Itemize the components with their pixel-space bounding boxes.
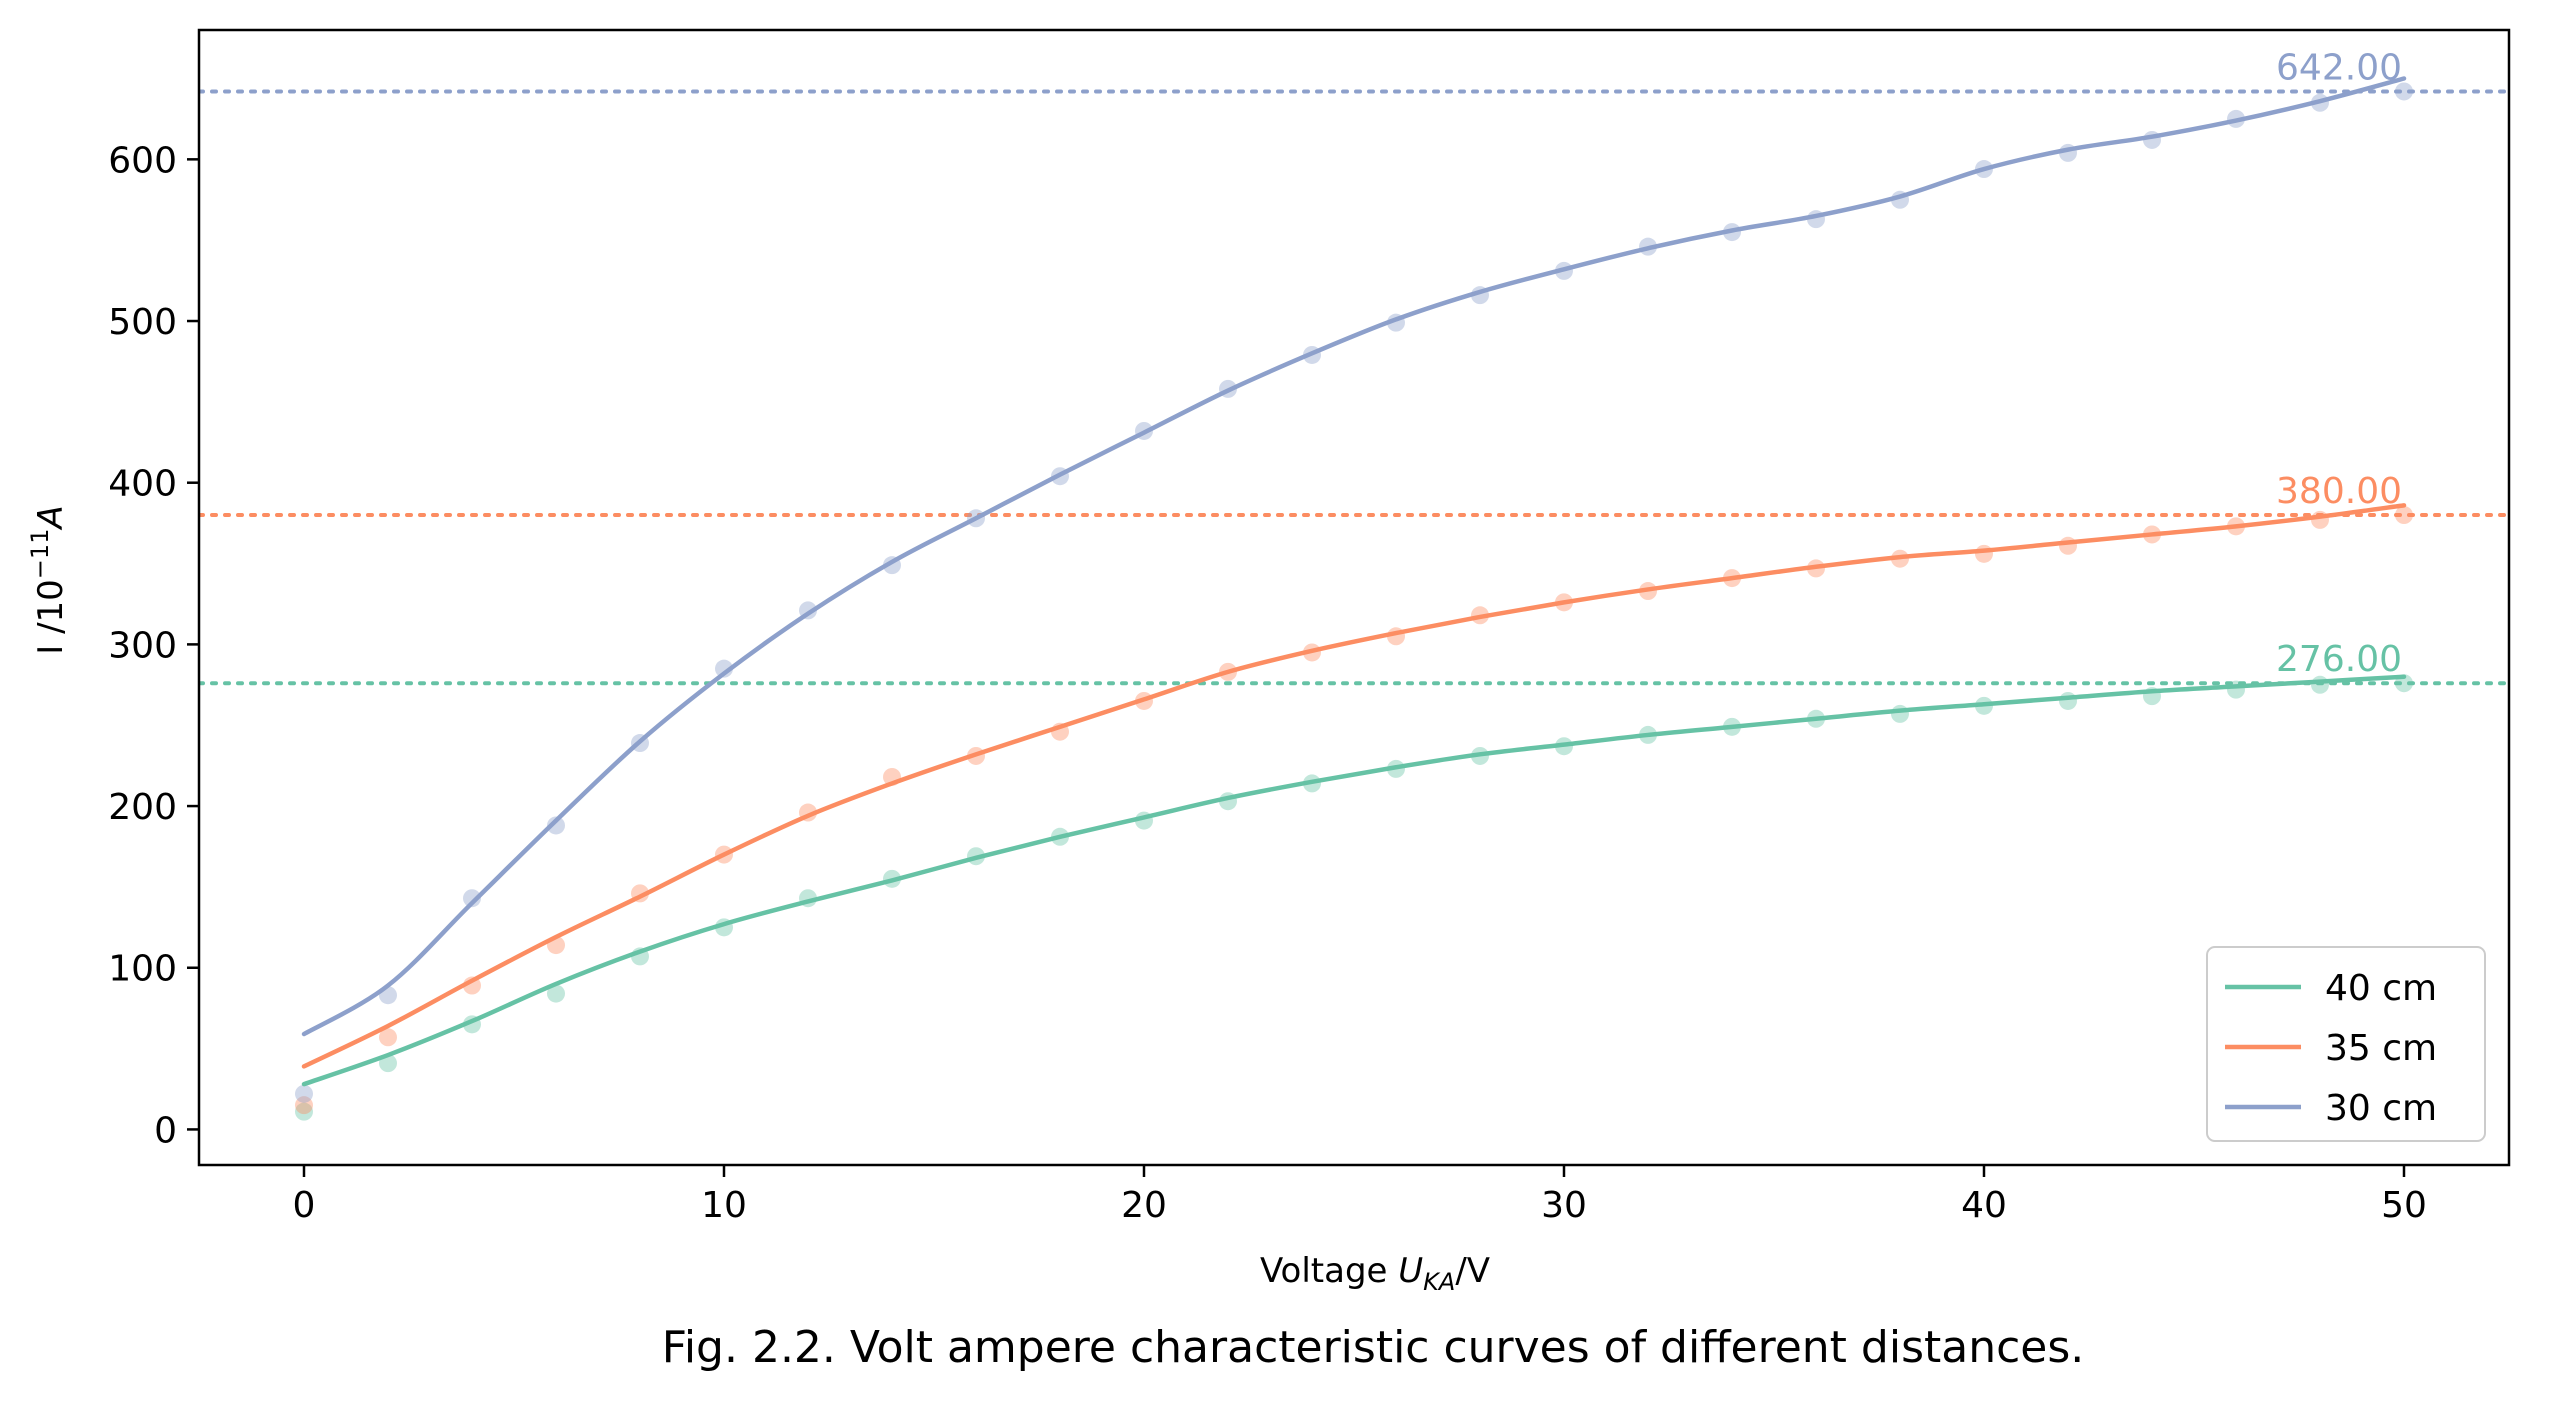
data-point [2227,680,2245,699]
y-tick-label: 600 [108,140,177,181]
y-tick-label: 400 [108,464,177,505]
data-point [547,984,565,1003]
x-tick-label: 50 [2381,1185,2427,1226]
y-tick-label: 100 [108,949,177,990]
data-point [379,1028,397,1047]
data-point [1975,544,1993,563]
data-point [715,659,733,678]
x-tick-label: 40 [1961,1185,2007,1226]
y-axis-title-suffix: A [31,505,71,530]
x-tick-label: 10 [701,1185,747,1226]
legend: 40 cm 35 cm 30 cm [2206,946,2486,1142]
legend-box [2206,946,2486,1142]
series-line [301,674,2407,1087]
plot-area: 276.00 380.00 642.00 [199,47,2509,1121]
data-point [2395,82,2413,101]
legend-label: 40 cm [2325,968,2437,1009]
data-point [463,889,481,908]
y-tick-label: 300 [108,625,177,666]
data-point [295,1096,313,1115]
figure-caption: Fig. 2.2. Volt ampere characteristic cur… [662,1322,2085,1373]
legend-label: 30 cm [2325,1088,2437,1129]
y-axis-title: I /10−11A [26,505,71,654]
x-axis-title-subscript: KA [1423,1268,1455,1296]
x-tick-label: 20 [1121,1185,1167,1226]
y-axis-title-prefix: I /10 [31,579,71,655]
reference-label: 380.00 [2276,471,2402,512]
data-point [547,816,565,835]
y-axis-title-superscript: −11 [26,529,54,580]
reference-label: 642.00 [2276,47,2402,88]
x-tick-label: 0 [293,1185,316,1226]
data-point [295,1102,313,1121]
x-tick-label: 30 [1541,1185,1587,1226]
series-line [301,503,2407,1069]
reference-label: 276.00 [2276,639,2402,680]
x-axis-title-prefix: Voltage [1260,1251,1398,1291]
y-tick-label: 0 [154,1110,177,1151]
data-point [1891,704,1909,723]
x-axis-title-symbol: U [1398,1251,1423,1291]
series-line [301,76,2407,1037]
plot-contents [199,76,2509,1121]
y-tick-label: 200 [108,787,177,828]
y-tick-label: 500 [108,302,177,343]
legend-label: 35 cm [2325,1028,2437,1069]
data-point [295,1084,313,1103]
x-axis-title-suffix: /V [1455,1251,1490,1291]
axes-frame [197,28,2511,1167]
data-point [2395,506,2413,525]
data-point [2059,691,2077,710]
x-axis-title: Voltage UKA/V [1260,1251,1490,1296]
data-point [2059,536,2077,555]
